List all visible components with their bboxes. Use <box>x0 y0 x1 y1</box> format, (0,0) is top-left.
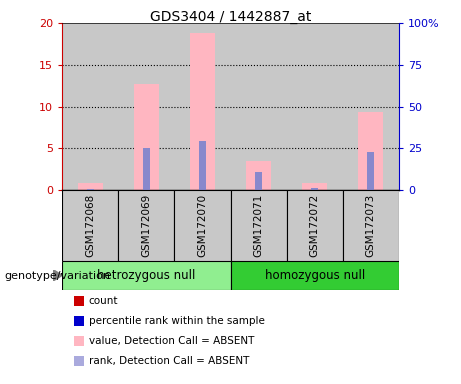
Bar <box>87 189 94 190</box>
Text: count: count <box>89 296 118 306</box>
Polygon shape <box>53 270 62 281</box>
Text: value, Detection Call = ABSENT: value, Detection Call = ABSENT <box>89 336 254 346</box>
Bar <box>287 190 343 261</box>
Bar <box>230 190 287 261</box>
Text: GSM172071: GSM172071 <box>254 194 264 257</box>
Bar <box>367 152 374 190</box>
Text: GSM172072: GSM172072 <box>310 194 319 257</box>
Bar <box>190 33 215 190</box>
Text: GSM172068: GSM172068 <box>85 194 95 257</box>
Bar <box>118 190 174 261</box>
Bar <box>311 189 318 190</box>
Text: GDS3404 / 1442887_at: GDS3404 / 1442887_at <box>150 10 311 23</box>
Bar <box>246 161 271 190</box>
Text: genotype/variation: genotype/variation <box>5 271 111 281</box>
Bar <box>62 190 118 261</box>
Bar <box>302 182 327 190</box>
Bar <box>255 172 262 190</box>
Bar <box>62 261 230 290</box>
Text: rank, Detection Call = ABSENT: rank, Detection Call = ABSENT <box>89 356 249 366</box>
Bar <box>134 84 159 190</box>
Text: hetrozygous null: hetrozygous null <box>97 269 195 282</box>
Bar <box>77 182 103 190</box>
Bar <box>230 261 399 290</box>
Bar <box>343 190 399 261</box>
Text: GSM172073: GSM172073 <box>366 194 376 257</box>
Text: GSM172069: GSM172069 <box>142 194 151 257</box>
Bar <box>174 190 230 261</box>
Text: percentile rank within the sample: percentile rank within the sample <box>89 316 265 326</box>
Bar <box>143 148 150 190</box>
Bar <box>358 112 384 190</box>
Text: homozygous null: homozygous null <box>265 269 365 282</box>
Text: GSM172070: GSM172070 <box>197 194 207 257</box>
Bar <box>199 141 206 190</box>
